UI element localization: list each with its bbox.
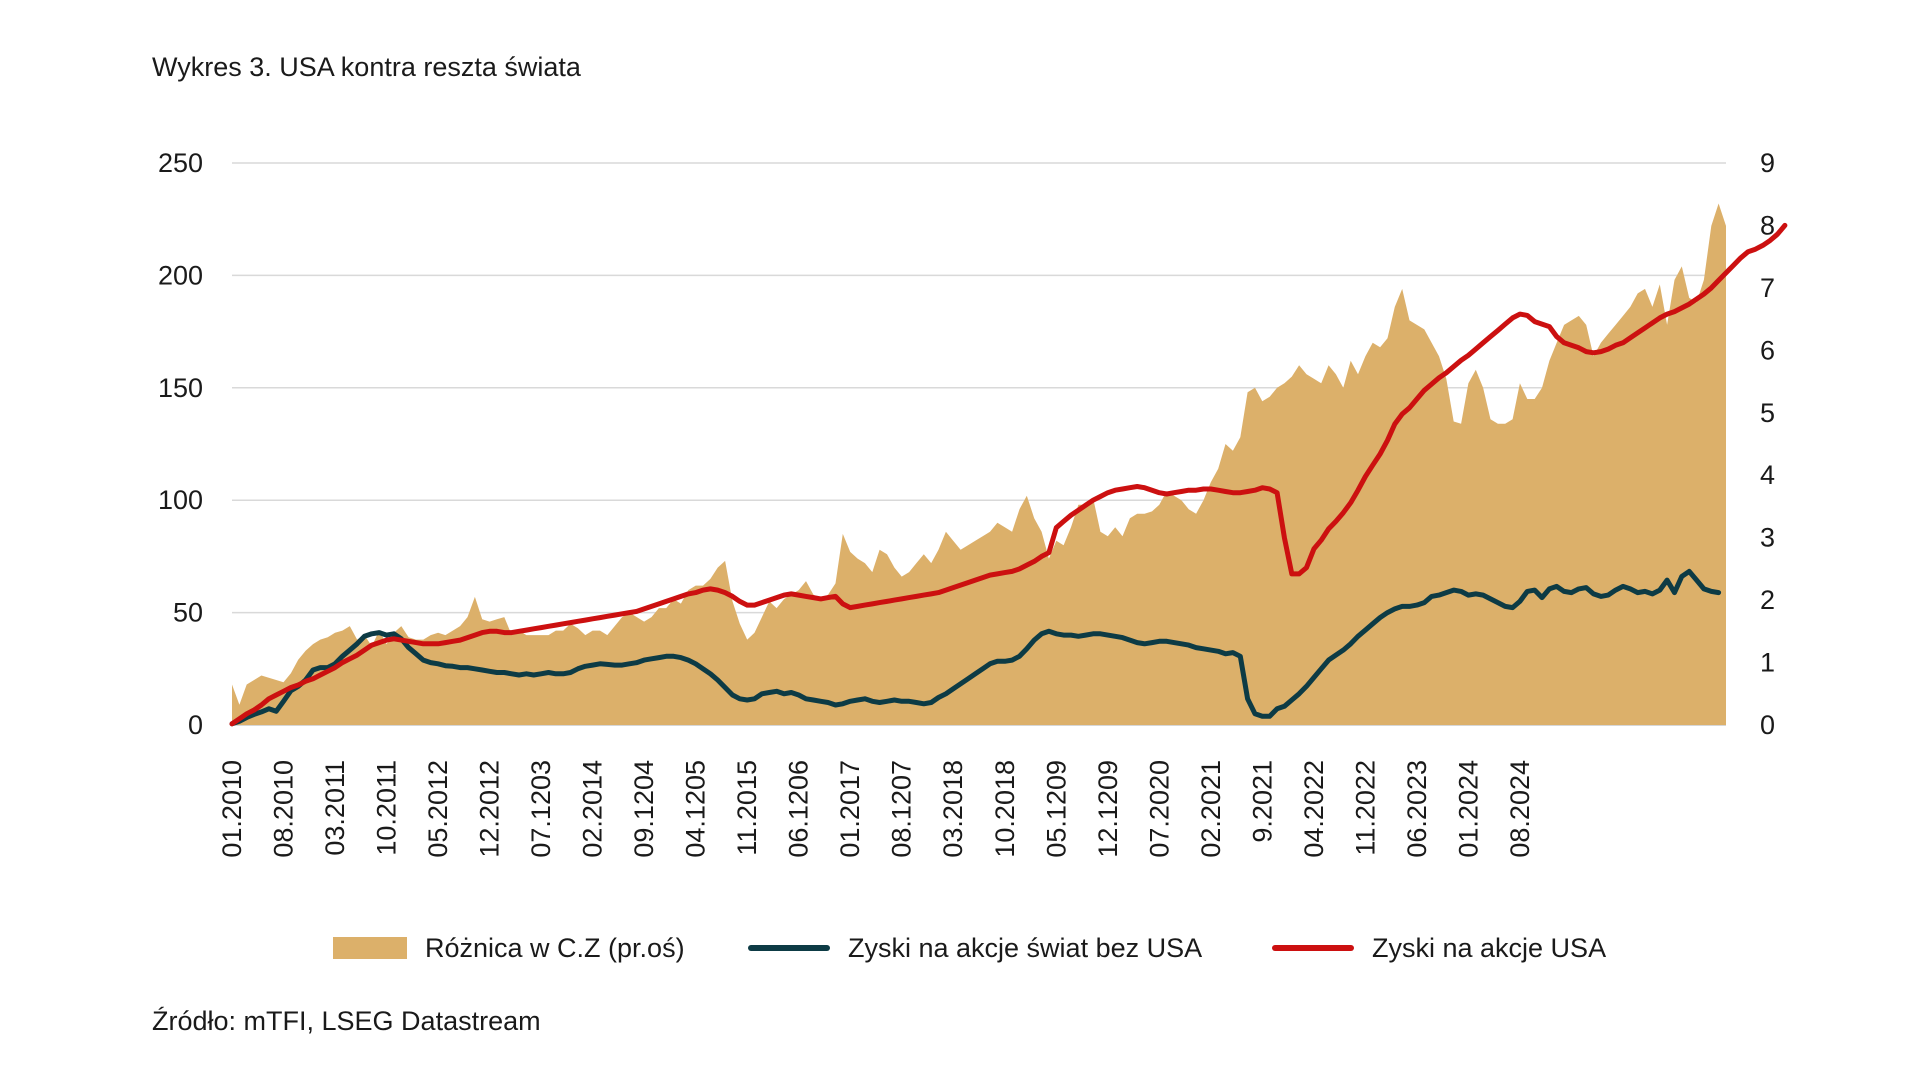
x-tick-label: 9.2021 (1247, 760, 1277, 843)
x-tick-label: 03.2018 (938, 760, 968, 858)
right-tick-label: 3 (1760, 523, 1775, 553)
right-axis: 0 1 2 3 4 5 6 7 8 9 (1760, 148, 1775, 740)
right-tick-label: 8 (1760, 210, 1775, 240)
x-tick-label: 07.2020 (1144, 760, 1174, 858)
legend-swatch-world (748, 945, 830, 951)
x-tick-label: 12.2012 (475, 760, 505, 858)
source-note: Źródło: mTFI, LSEG Datastream (152, 1006, 541, 1036)
x-tick-label: 07.1203 (526, 760, 556, 858)
line-series-world (229, 568, 1722, 727)
x-tick-label: 06.2023 (1402, 760, 1432, 858)
left-tick-label: 100 (158, 485, 203, 515)
right-tick-label: 6 (1760, 335, 1775, 365)
right-tick-label: 0 (1760, 710, 1775, 740)
x-tick-label: 11.2015 (732, 760, 762, 856)
line-series-usa (229, 222, 1788, 727)
x-tick-label: 06.1206 (784, 760, 814, 858)
left-tick-label: 0 (188, 710, 203, 740)
x-tick-label: 09.1204 (629, 760, 659, 858)
area-series-layer (232, 203, 1726, 725)
legend-label-area: Różnica w C.Z (pr.oś) (425, 932, 685, 963)
left-tick-label: 200 (158, 260, 203, 290)
x-tick-label: 10.2011 (372, 760, 402, 856)
right-tick-label: 2 (1760, 585, 1775, 615)
right-tick-label: 7 (1760, 273, 1775, 303)
x-tick-label: 02.2014 (578, 760, 608, 858)
x-tick-label: 11.2022 (1350, 760, 1380, 856)
x-tick-label: 08.2010 (269, 760, 299, 858)
right-tick-label: 9 (1760, 148, 1775, 178)
legend-item-area: Różnica w C.Z (pr.oś) (333, 930, 685, 966)
x-tick-label: 08.2024 (1505, 760, 1535, 858)
x-tick-label: 04.2022 (1299, 760, 1329, 858)
legend-item-usa: Zyski na akcje USA (1272, 930, 1606, 966)
x-tick-label: 01.2010 (217, 760, 247, 858)
right-tick-label: 4 (1760, 460, 1775, 490)
legend-swatch-usa (1272, 945, 1354, 951)
x-tick-label: 03.2011 (320, 760, 350, 856)
x-tick-label: 04.1205 (681, 760, 711, 858)
x-axis: 01.2010 08.2010 03.2011 10.2011 05.2012 12.20… (217, 760, 1535, 858)
legend-swatch-area (333, 937, 407, 959)
left-tick-label: 150 (158, 373, 203, 403)
x-tick-label: 12.1209 (1093, 760, 1123, 858)
x-tick-label: 02.2021 (1196, 760, 1226, 858)
area-series-roznica (232, 203, 1726, 725)
chart-title: Wykres 3. USA kontra reszta świata (152, 52, 581, 82)
legend-item-world: Zyski na akcje świat bez USA (748, 930, 1202, 966)
x-tick-label: 10.2018 (990, 760, 1020, 858)
line-series-layer (229, 222, 1788, 727)
x-tick-label: 08.1207 (887, 760, 917, 858)
left-tick-label: 250 (158, 148, 203, 178)
x-tick-label: 01.2017 (835, 760, 865, 858)
x-tick-label: 01.2024 (1453, 760, 1483, 858)
legend-label-world: Zyski na akcje świat bez USA (848, 932, 1203, 963)
x-tick-label: 05.1209 (1041, 760, 1071, 858)
legend-label-usa: Zyski na akcje USA (1372, 932, 1607, 963)
left-tick-label: 50 (173, 598, 203, 628)
right-tick-label: 5 (1760, 398, 1775, 428)
left-axis: 0 50 100 150 200 250 (158, 148, 203, 740)
x-tick-label: 05.2012 (423, 760, 453, 858)
right-tick-label: 1 (1760, 648, 1775, 678)
